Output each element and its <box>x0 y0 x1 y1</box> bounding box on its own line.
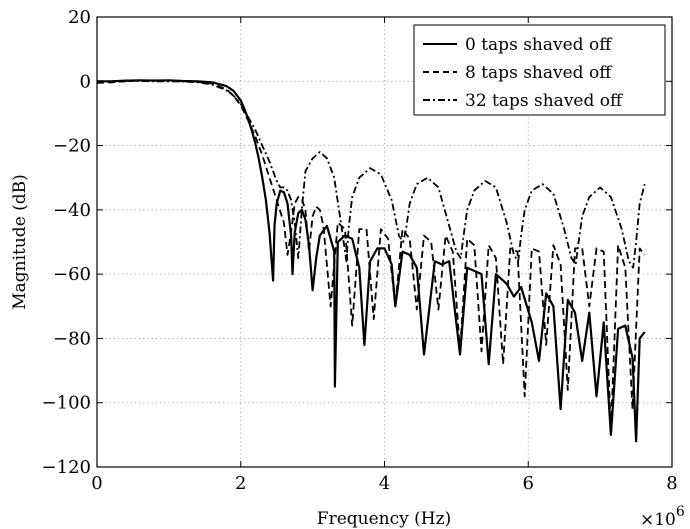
x-tick-label: 4 <box>379 473 390 494</box>
legend-label-0: 0 taps shaved off <box>465 35 613 55</box>
y-axis-label: Magnitude (dB) <box>10 174 30 310</box>
y-tick-label: 20 <box>68 7 91 28</box>
x-tick-label: 8 <box>666 473 677 494</box>
x-multiplier-exponent: 6 <box>676 504 685 520</box>
legend: 0 taps shaved off 8 taps shaved off 32 t… <box>413 24 666 116</box>
legend-label-1: 8 taps shaved off <box>465 63 613 83</box>
y-tick-label: −20 <box>53 136 91 157</box>
x-tick-label: 6 <box>523 473 534 494</box>
x-axis-label: Frequency (Hz) <box>317 509 451 529</box>
series-line-1 <box>97 79 646 433</box>
y-tick-label: −60 <box>53 264 91 285</box>
x-tick-label: 2 <box>235 473 246 494</box>
y-tick-label: −100 <box>42 393 91 414</box>
y-tick-label: −120 <box>42 457 91 478</box>
series-lines <box>97 79 646 443</box>
x-multiplier-base: ×10 <box>640 510 676 529</box>
series-line-0 <box>97 79 646 443</box>
y-tick-label: −40 <box>53 200 91 221</box>
x-tick-label: 0 <box>91 473 102 494</box>
y-tick-label: −80 <box>53 328 91 349</box>
axis-ticks <box>96 16 673 468</box>
x-multiplier-label: ×106 <box>640 504 685 529</box>
legend-label-2: 32 taps shaved off <box>465 91 624 111</box>
y-tick-label: 0 <box>80 71 91 92</box>
tick-labels: 0 2 4 6 8 −120 −100 −80 −60 −40 −20 0 20 <box>42 7 678 494</box>
series-line-2 <box>97 80 646 269</box>
